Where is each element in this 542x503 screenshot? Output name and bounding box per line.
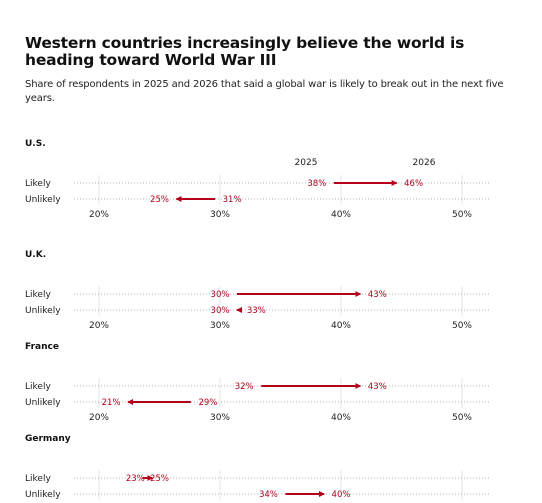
value-label-2025: 38% [307, 179, 326, 189]
x-tick-label: 20% [89, 210, 109, 220]
value-label-2025: 31% [223, 195, 242, 205]
value-label-2025: 33% [247, 306, 266, 316]
value-label-2026: 23% [126, 474, 145, 484]
value-label-2025: 34% [259, 490, 278, 500]
x-tick-label: 50% [452, 321, 472, 331]
row-label-unlikely: Unlikely [25, 306, 61, 316]
value-label-2026: 46% [404, 179, 423, 189]
value-label-2026: 25% [150, 195, 169, 205]
row-label-likely: Likely [25, 290, 51, 300]
x-tick-label: 40% [331, 210, 351, 220]
value-label-2025: 32% [235, 382, 254, 392]
panel-title-us: U.S. [25, 139, 46, 149]
x-tick-label: 30% [210, 321, 230, 331]
value-label-2026: 43% [368, 382, 387, 392]
row-label-unlikely: Unlikely [25, 398, 61, 408]
year-header-2025: 2025 [295, 158, 318, 168]
x-tick-label: 20% [89, 321, 109, 331]
x-tick-label: 20% [89, 413, 109, 423]
row-label-unlikely: Unlikely [25, 195, 61, 205]
row-label-likely: Likely [25, 474, 51, 484]
value-label-2026: 43% [368, 290, 387, 300]
value-label-2026: 40% [332, 490, 351, 500]
x-tick-label: 40% [331, 321, 351, 331]
x-tick-label: 30% [210, 210, 230, 220]
chart-subtitle: Share of respondents in 2025 and 2026 th… [25, 79, 504, 104]
panel-title-uk: U.K. [25, 250, 46, 260]
value-label-2026: 30% [211, 306, 230, 316]
row-label-unlikely: Unlikely [25, 490, 61, 500]
panel-title-germany: Germany [25, 434, 71, 444]
value-label-2026: 21% [102, 398, 121, 408]
value-label-2025: 29% [198, 398, 217, 408]
value-label-2025: 25% [150, 474, 169, 484]
x-tick-label: 40% [331, 413, 351, 423]
value-label-2025: 30% [211, 290, 230, 300]
year-header-2026: 2026 [413, 158, 436, 168]
panel-title-france: France [25, 342, 59, 352]
x-tick-label: 30% [210, 413, 230, 423]
chart-title: Western countries increasingly believe t… [25, 34, 465, 69]
x-tick-label: 50% [452, 210, 472, 220]
x-tick-label: 50% [452, 413, 472, 423]
row-label-likely: Likely [25, 382, 51, 392]
row-label-likely: Likely [25, 179, 51, 189]
